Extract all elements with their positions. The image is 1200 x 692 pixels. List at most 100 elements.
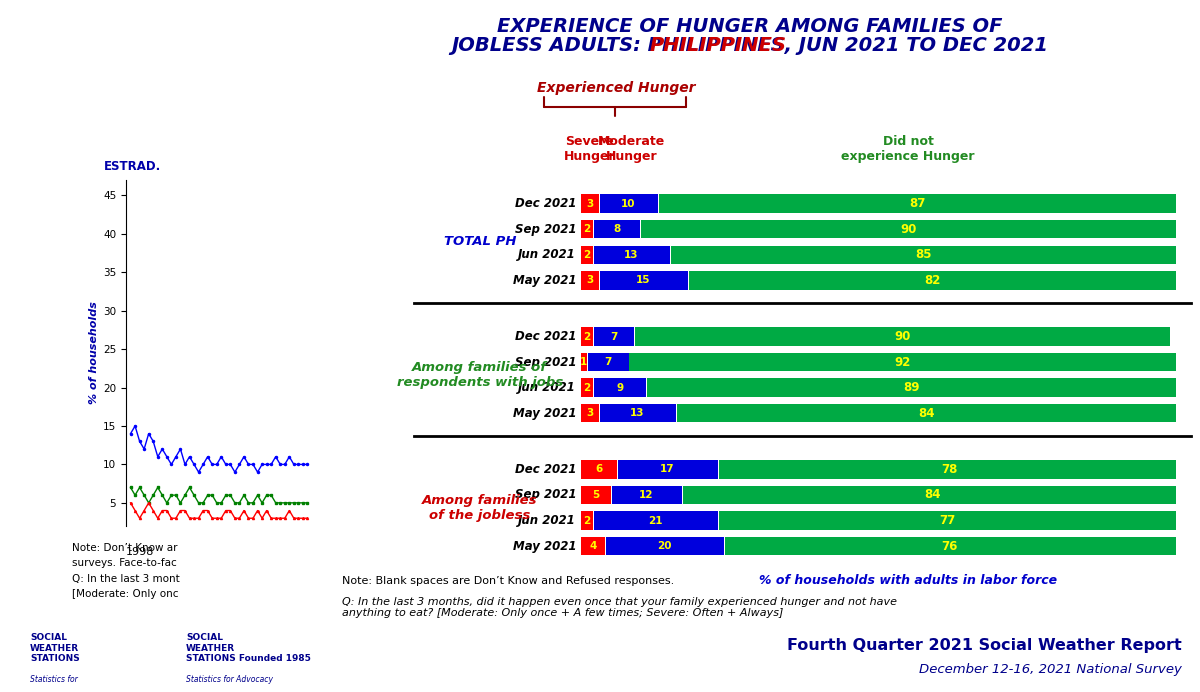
Bar — [635, 327, 1170, 346]
Text: Q: In the last 3 months, did it happen even once that your family experienced hu: Q: In the last 3 months, did it happen e… — [342, 597, 898, 618]
Text: JOBLESS ADULTS: PHILIPPINES, JUN 2021 TO DEC 2021: JOBLESS ADULTS: PHILIPPINES, JUN 2021 TO… — [451, 36, 1049, 55]
Text: 78: 78 — [942, 463, 958, 476]
Text: 6: 6 — [595, 464, 602, 475]
Text: Note: Don’t Know ar: Note: Don’t Know ar — [72, 543, 178, 553]
Text: 87: 87 — [908, 197, 925, 210]
Bar — [593, 246, 670, 264]
Bar — [593, 220, 641, 239]
Text: 17: 17 — [660, 464, 674, 475]
Text: 2: 2 — [583, 516, 590, 525]
Bar — [581, 460, 617, 479]
Bar — [670, 246, 1176, 264]
Bar — [581, 246, 593, 264]
Text: 9: 9 — [616, 383, 623, 392]
Text: 21: 21 — [648, 516, 662, 525]
Text: 1998: 1998 — [126, 547, 155, 556]
Text: Sep 2021: Sep 2021 — [515, 489, 576, 502]
Text: 4: 4 — [589, 541, 596, 551]
Text: 13: 13 — [624, 250, 638, 260]
Text: Fourth Quarter 2021 Social Weather Report: Fourth Quarter 2021 Social Weather Repor… — [787, 638, 1182, 653]
Bar — [581, 327, 593, 346]
Text: SOCIAL
WEATHER
STATIONS: SOCIAL WEATHER STATIONS — [30, 633, 79, 663]
Text: May 2021: May 2021 — [512, 274, 576, 286]
Text: 92: 92 — [894, 356, 911, 369]
Text: [Moderate: Only onc: [Moderate: Only onc — [72, 589, 179, 599]
Text: Experienced Hunger: Experienced Hunger — [538, 81, 696, 95]
Bar — [605, 537, 724, 555]
Text: Jun 2021: Jun 2021 — [518, 381, 576, 394]
Bar — [659, 194, 1176, 213]
Text: Among families
of the jobless: Among families of the jobless — [422, 494, 538, 522]
Text: 3: 3 — [587, 199, 594, 209]
Bar — [599, 194, 659, 213]
Bar — [581, 271, 599, 289]
Text: 77: 77 — [938, 514, 955, 527]
Text: Note: Blank spaces are Don’t Know and Refused responses.: Note: Blank spaces are Don’t Know and Re… — [342, 576, 674, 585]
Text: Jun 2021: Jun 2021 — [518, 248, 576, 262]
Bar — [641, 220, 1176, 239]
Text: 82: 82 — [924, 274, 941, 286]
Bar — [593, 327, 635, 346]
Text: EXPERIENCE OF HUNGER AMONG FAMILIES OF: EXPERIENCE OF HUNGER AMONG FAMILIES OF — [497, 17, 1003, 36]
Bar — [682, 486, 1182, 504]
Bar — [611, 486, 682, 504]
Text: 5: 5 — [592, 490, 600, 500]
Text: TOTAL PH: TOTAL PH — [444, 235, 516, 248]
Bar — [593, 379, 647, 397]
Text: 2: 2 — [583, 383, 590, 392]
Text: Dec 2021: Dec 2021 — [515, 463, 576, 476]
Text: 15: 15 — [636, 275, 650, 285]
Text: Sep 2021: Sep 2021 — [515, 356, 576, 369]
Bar — [629, 353, 1176, 372]
Text: 3: 3 — [587, 275, 594, 285]
Text: Q: In the last 3 mont: Q: In the last 3 mont — [72, 574, 180, 583]
Text: 90: 90 — [900, 223, 917, 236]
Bar — [718, 511, 1176, 530]
Text: 85: 85 — [914, 248, 931, 262]
Text: % of households with adults in labor force: % of households with adults in labor for… — [760, 574, 1057, 588]
Text: PHILIPPINES: PHILIPPINES — [650, 36, 787, 55]
Text: Did not
experience Hunger: Did not experience Hunger — [841, 135, 974, 163]
Text: 7: 7 — [610, 331, 617, 342]
Bar — [599, 271, 688, 289]
Text: 89: 89 — [902, 381, 919, 394]
Bar — [617, 460, 718, 479]
Bar — [581, 220, 593, 239]
Bar — [581, 486, 611, 504]
Text: 2: 2 — [583, 250, 590, 260]
Text: Moderate
Hunger: Moderate Hunger — [598, 135, 665, 163]
Bar — [581, 194, 599, 213]
Text: 84: 84 — [924, 489, 941, 502]
Bar — [688, 271, 1176, 289]
Bar — [587, 353, 629, 372]
Y-axis label: % of households: % of households — [89, 302, 98, 404]
Bar — [718, 460, 1182, 479]
Bar — [593, 511, 718, 530]
Text: Among families of
respondents with jobs: Among families of respondents with jobs — [397, 361, 563, 389]
Bar — [581, 379, 593, 397]
Bar — [724, 537, 1176, 555]
Text: 76: 76 — [942, 540, 958, 553]
Text: 3: 3 — [587, 408, 594, 418]
Text: SOCIAL
WEATHER
STATIONS Founded 1985: SOCIAL WEATHER STATIONS Founded 1985 — [186, 633, 311, 663]
Text: Statistics for Advocacy: Statistics for Advocacy — [186, 675, 274, 684]
Text: 13: 13 — [630, 408, 644, 418]
Text: Jun 2021: Jun 2021 — [518, 514, 576, 527]
Text: JOBLESS ADULTS: PHILIPPINES, JUN 2021 TO DEC 2021: JOBLESS ADULTS: PHILIPPINES, JUN 2021 TO… — [451, 36, 1049, 55]
Text: Sep 2021: Sep 2021 — [515, 223, 576, 236]
Text: 20: 20 — [656, 541, 672, 551]
Bar — [599, 404, 676, 422]
Text: 12: 12 — [640, 490, 654, 500]
Text: 2: 2 — [583, 224, 590, 234]
Bar — [647, 379, 1176, 397]
Text: Statistics for: Statistics for — [30, 675, 78, 684]
Text: ESTRAD.: ESTRAD. — [103, 160, 161, 173]
Text: 10: 10 — [622, 199, 636, 209]
Text: May 2021: May 2021 — [512, 540, 576, 553]
Text: 90: 90 — [894, 330, 911, 343]
Text: 84: 84 — [918, 407, 935, 420]
Text: 7: 7 — [604, 357, 611, 367]
Text: 1: 1 — [581, 357, 588, 367]
Text: Dec 2021: Dec 2021 — [515, 197, 576, 210]
Text: 8: 8 — [613, 224, 620, 234]
